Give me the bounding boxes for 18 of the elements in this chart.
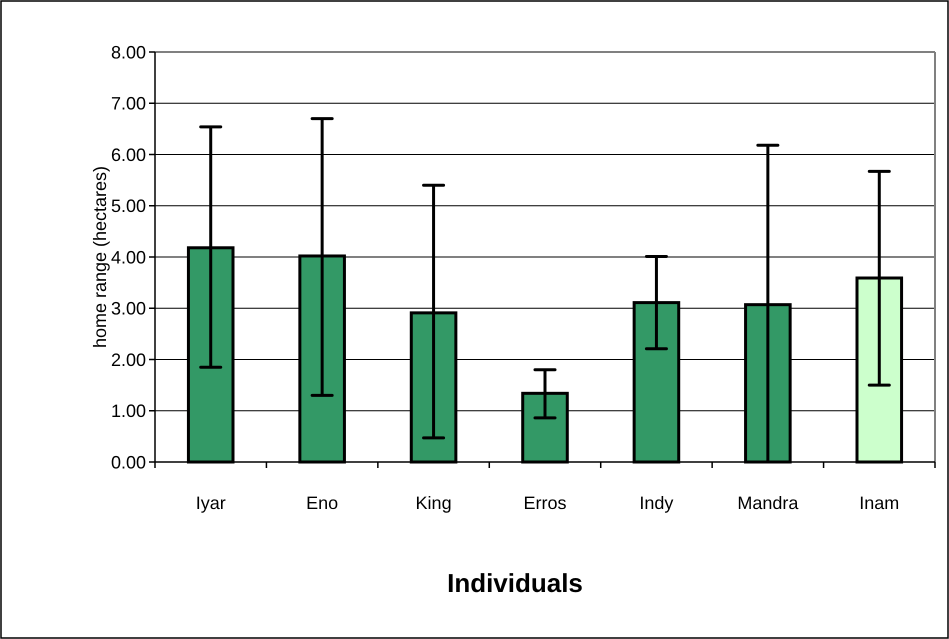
y-tick-label: 5.00 bbox=[110, 196, 146, 216]
y-tick-label: 2.00 bbox=[110, 350, 146, 370]
y-tick-label: 1.00 bbox=[110, 401, 146, 422]
x-tick-label: Iyar bbox=[196, 493, 226, 513]
x-tick-label: Indy bbox=[639, 493, 674, 513]
x-axis-title: Individuals bbox=[447, 568, 583, 598]
y-tick-label: 4.00 bbox=[110, 247, 146, 268]
y-tick-label: 7.00 bbox=[110, 94, 146, 114]
x-tick-label: Inam bbox=[859, 493, 900, 513]
x-tick-label: Eno bbox=[306, 493, 338, 513]
x-tick-label: King bbox=[416, 493, 452, 513]
y-tick-label: 0.00 bbox=[110, 452, 146, 472]
y-tick-label: 8.00 bbox=[110, 42, 146, 62]
y-axis-title: home range (hectares) bbox=[90, 166, 110, 348]
y-tick-label: 6.00 bbox=[110, 144, 146, 165]
y-tick-label: 3.00 bbox=[110, 298, 146, 319]
x-tick-label: Erros bbox=[523, 493, 567, 513]
x-tick-label: Mandra bbox=[737, 493, 800, 513]
